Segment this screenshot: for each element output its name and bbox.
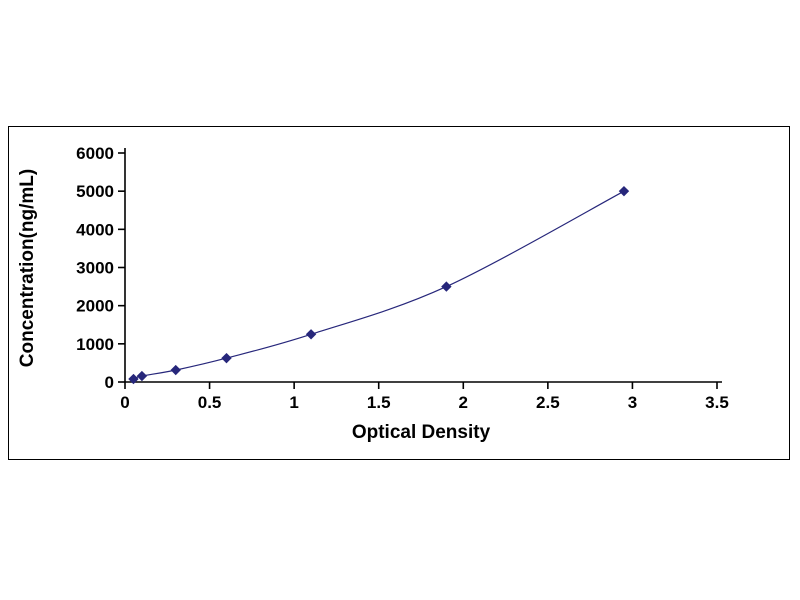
y-tick-label: 6000 bbox=[76, 144, 114, 163]
plot-area: 0 0.5 1 1.5 2 2.5 3 3.5 0 1000 2000 3000 4000 5000 600… bbox=[76, 144, 729, 412]
x-tick-label: 0.5 bbox=[198, 393, 222, 412]
data-point-marker bbox=[170, 364, 181, 376]
x-tick-label: 3 bbox=[628, 393, 637, 412]
chart-frame: 0 0.5 1 1.5 2 2.5 3 3.5 0 1000 2000 3000 4000 5000 600… bbox=[8, 126, 790, 460]
y-tick-label: 1000 bbox=[76, 335, 114, 354]
y-tick-label: 4000 bbox=[76, 220, 114, 239]
data-point-marker bbox=[441, 281, 452, 292]
x-tick-label: 1 bbox=[289, 393, 298, 412]
standard-curve-chart: 0 0.5 1 1.5 2 2.5 3 3.5 0 1000 2000 3000 4000 5000 600… bbox=[17, 144, 729, 443]
x-tick-label: 0 bbox=[120, 393, 129, 412]
data-point-marker bbox=[618, 185, 630, 197]
y-axis-title: Concentration(ng/mL) bbox=[17, 169, 38, 367]
y-tick-label: 5000 bbox=[76, 182, 114, 201]
y-tick-label: 3000 bbox=[76, 259, 114, 278]
y-tick-label: 0 bbox=[105, 373, 114, 392]
x-tick-label: 3.5 bbox=[705, 393, 729, 412]
x-tick-label: 2.5 bbox=[536, 393, 560, 412]
x-tick-label: 2 bbox=[459, 393, 468, 412]
y-tick-label: 2000 bbox=[76, 297, 114, 316]
data-point-marker bbox=[221, 352, 232, 364]
data-point-marker bbox=[128, 373, 139, 385]
data-point-marker bbox=[136, 370, 148, 382]
data-point-marker bbox=[305, 329, 317, 340]
curve-line bbox=[133, 190, 625, 380]
x-tick-label: 1.5 bbox=[367, 393, 391, 412]
x-axis-title: Optical Density bbox=[352, 422, 491, 443]
